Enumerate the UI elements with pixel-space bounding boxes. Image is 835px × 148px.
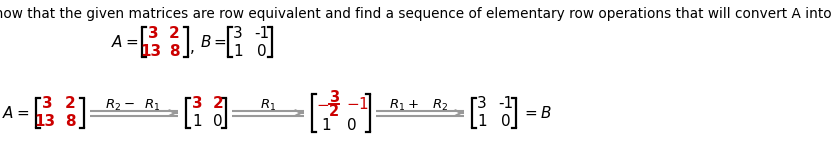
Text: $R_1$: $R_1$ — [144, 97, 160, 112]
Text: -1: -1 — [255, 25, 270, 41]
Text: $-$: $-$ — [316, 96, 330, 111]
Text: 3: 3 — [477, 96, 487, 111]
Text: 3: 3 — [192, 96, 202, 111]
Text: 1: 1 — [321, 119, 331, 133]
Text: $= B$: $= B$ — [522, 105, 552, 121]
Text: $R_2 -$: $R_2 -$ — [105, 97, 135, 112]
Text: 0: 0 — [347, 119, 357, 133]
Text: $A =$: $A =$ — [2, 105, 29, 121]
Text: 3: 3 — [148, 25, 159, 41]
Text: 1: 1 — [477, 115, 487, 130]
Text: 3: 3 — [329, 90, 339, 104]
Text: 0: 0 — [257, 44, 267, 58]
Text: 13: 13 — [34, 115, 56, 130]
Text: 1: 1 — [233, 44, 243, 58]
Text: $R_1 +$: $R_1 +$ — [389, 97, 419, 112]
Text: 1: 1 — [192, 115, 202, 130]
Text: 8: 8 — [64, 115, 75, 130]
Text: 2: 2 — [213, 96, 224, 111]
Text: -1: -1 — [498, 96, 514, 111]
Text: $R_1$: $R_1$ — [260, 97, 276, 112]
Text: 2: 2 — [169, 25, 180, 41]
Text: $A =$: $A =$ — [111, 34, 138, 50]
Text: 0: 0 — [213, 115, 223, 130]
Text: 3: 3 — [42, 96, 53, 111]
Text: 2: 2 — [329, 103, 339, 119]
Text: 13: 13 — [140, 44, 161, 58]
Text: $-1$: $-1$ — [347, 96, 370, 112]
Text: 2: 2 — [64, 96, 75, 111]
Text: 8: 8 — [169, 44, 180, 58]
Text: $B =$: $B =$ — [200, 34, 226, 50]
Text: 3: 3 — [233, 25, 243, 41]
Text: ,: , — [190, 41, 195, 56]
Text: $R_2$: $R_2$ — [432, 97, 448, 112]
Text: Show that the given matrices are row equivalent and find a sequence of elementar: Show that the given matrices are row equ… — [0, 7, 835, 21]
Text: 0: 0 — [501, 115, 511, 130]
